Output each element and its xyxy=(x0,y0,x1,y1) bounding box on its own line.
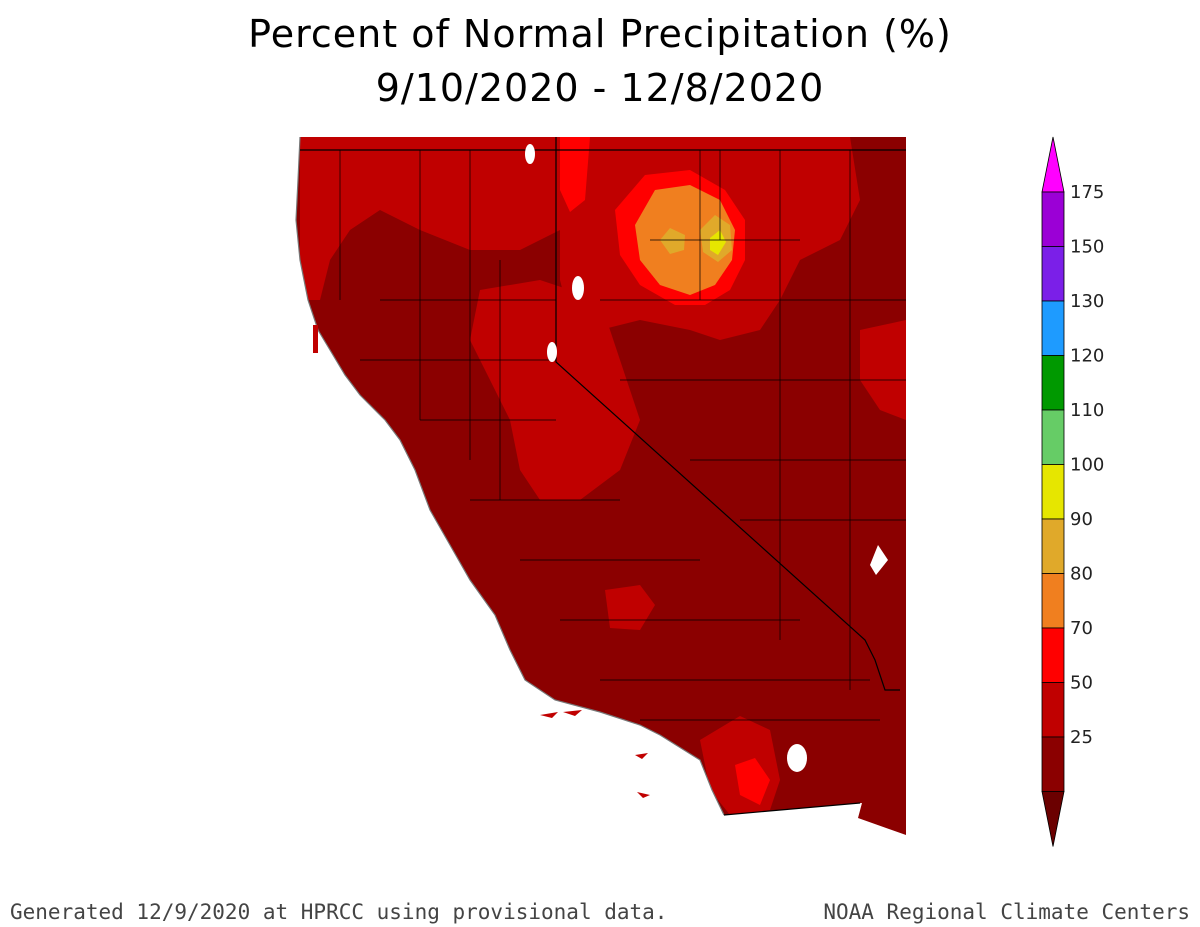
band-50-70-east-nv xyxy=(860,320,906,420)
state-border-ca-nv xyxy=(555,137,900,691)
date-range: 9/10/2020 - 12/8/2020 xyxy=(375,66,825,110)
legend-label-150: 150 xyxy=(1070,237,1104,258)
band-70-80-north xyxy=(560,137,590,212)
map-title: Percent of Normal Precipitation (%) xyxy=(248,12,952,56)
band-50-70-central xyxy=(605,585,655,630)
lake-mead xyxy=(870,545,888,575)
legend-label-90: 90 xyxy=(1070,509,1093,530)
band-50-70-sierra xyxy=(470,280,640,500)
legend-arrow-bottom xyxy=(1041,791,1065,847)
legend-swatch-110 xyxy=(1041,409,1065,465)
legend-label-50: 50 xyxy=(1070,673,1093,694)
legend-swatch-80 xyxy=(1041,573,1065,629)
legend-label-80: 80 xyxy=(1070,564,1093,585)
farallon-marker xyxy=(313,325,318,353)
boundaries xyxy=(295,136,906,816)
legend-swatch-70 xyxy=(1041,627,1065,683)
band-100-110 xyxy=(710,230,726,255)
legend-swatch-90 xyxy=(1041,518,1065,574)
salton-sea xyxy=(787,744,807,772)
legend-label-25: 25 xyxy=(1070,727,1093,748)
legend-label-100: 100 xyxy=(1070,455,1104,476)
goose-lake xyxy=(525,144,535,164)
precipitation-field xyxy=(296,137,906,835)
legend-label-175: 175 xyxy=(1070,182,1104,203)
pyramid-lake xyxy=(572,276,584,300)
legend-arrow-top xyxy=(1041,136,1065,193)
legend-label-130: 130 xyxy=(1070,291,1104,312)
county-lines xyxy=(339,150,906,721)
band-50-70-north xyxy=(300,137,560,300)
legend-swatch-25 xyxy=(1041,736,1065,792)
land-outline xyxy=(295,136,725,816)
channel-islands xyxy=(540,710,650,798)
legend-swatch-100 xyxy=(1041,464,1065,520)
legend-swatch-150 xyxy=(1041,246,1065,302)
legend-label-70: 70 xyxy=(1070,618,1093,639)
legend-label-110: 110 xyxy=(1070,400,1104,421)
lakes xyxy=(525,144,888,772)
generation-note: Generated 12/9/2020 at HPRCC using provi… xyxy=(10,900,668,924)
color-legend: 175 150 130 120 110 100 90 80 70 50 25 xyxy=(1041,136,1104,847)
legend-swatch-130 xyxy=(1041,300,1065,356)
legend-swatch-175 xyxy=(1041,191,1065,247)
lake-tahoe xyxy=(547,342,557,362)
legend-swatch-50 xyxy=(1041,682,1065,738)
legend-label-120: 120 xyxy=(1070,346,1104,367)
nv-border-south xyxy=(723,802,861,816)
source-credit: NOAA Regional Climate Centers xyxy=(823,900,1190,924)
band-70-80-socal xyxy=(735,758,770,805)
legend-swatch-120 xyxy=(1041,355,1065,411)
